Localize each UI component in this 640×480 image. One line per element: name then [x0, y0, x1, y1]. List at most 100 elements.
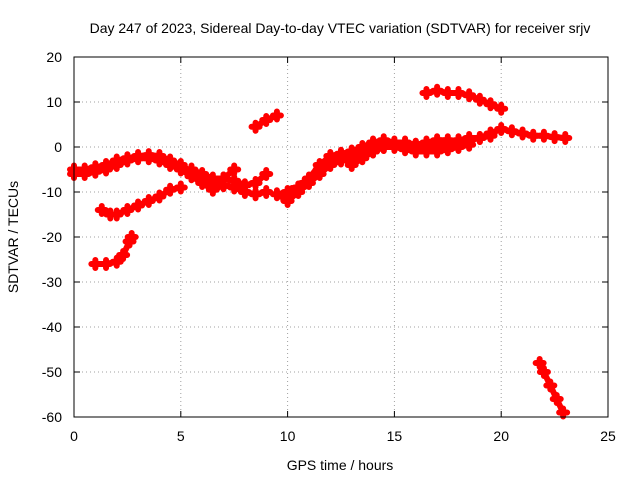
x-tick-label: 10	[280, 428, 296, 444]
data-point	[109, 254, 124, 269]
data-point	[547, 130, 562, 145]
data-point	[387, 140, 402, 154]
data-point	[419, 144, 434, 159]
data-point	[526, 128, 541, 143]
data-point	[227, 180, 242, 195]
data-point	[248, 119, 263, 134]
series-track-3	[184, 162, 242, 186]
series-track-10	[344, 137, 477, 172]
data-point	[269, 187, 284, 202]
data-point	[163, 158, 178, 172]
data-point	[408, 144, 423, 159]
data-point	[419, 86, 434, 100]
data-point	[248, 187, 263, 202]
x-tick-label: 20	[493, 428, 509, 444]
data-point	[259, 185, 274, 199]
grid	[74, 57, 608, 417]
data-point	[451, 140, 466, 154]
data-point	[120, 153, 135, 168]
series-track-4	[94, 180, 188, 222]
data-point	[152, 189, 167, 204]
data-point	[280, 185, 295, 199]
data-point	[536, 365, 551, 379]
data-point	[494, 101, 509, 116]
data-point	[216, 171, 231, 186]
data-point	[483, 97, 498, 112]
data-point	[99, 162, 114, 177]
data-point	[237, 185, 252, 199]
data-point	[152, 153, 167, 168]
data-point	[494, 122, 509, 136]
data-point	[259, 113, 274, 127]
data-point	[334, 146, 348, 161]
data-point	[173, 180, 188, 195]
data-point	[269, 108, 284, 123]
data-point	[291, 180, 306, 195]
data-point	[543, 378, 558, 393]
data-point	[77, 167, 92, 181]
data-point	[398, 142, 413, 157]
data-point	[515, 126, 530, 141]
data-point	[472, 131, 487, 145]
y-axis-title: SDTVAR / TECUs	[5, 181, 21, 293]
data-point	[131, 198, 146, 213]
data-point	[504, 124, 519, 139]
series-track-9	[269, 133, 455, 202]
data-point	[344, 144, 359, 159]
y-tick-label: -50	[42, 364, 62, 380]
data-point	[124, 230, 139, 244]
data-point	[344, 158, 359, 172]
x-tick-label: 25	[600, 428, 616, 444]
data-point	[532, 356, 547, 370]
data-point	[109, 207, 124, 222]
data-point	[116, 248, 131, 262]
data-point	[109, 158, 124, 172]
series-track-11	[419, 83, 509, 116]
data-point	[163, 182, 178, 197]
y-tick-label: 0	[54, 139, 62, 155]
data-point	[88, 257, 103, 271]
x-tick-label: 15	[387, 428, 403, 444]
data-point	[355, 140, 370, 154]
data-point	[462, 88, 477, 103]
data-point	[440, 86, 455, 100]
data-series	[67, 83, 573, 420]
chart-title: Day 247 of 2023, Sidereal Day-to-day VTE…	[90, 20, 591, 36]
data-point	[88, 164, 103, 179]
x-tick-label: 5	[177, 428, 185, 444]
y-tick-label: -20	[42, 229, 62, 245]
data-point	[94, 203, 109, 217]
data-point	[430, 144, 445, 159]
data-point	[173, 162, 188, 177]
data-point	[131, 151, 146, 166]
data-point	[312, 158, 327, 172]
data-point	[483, 128, 498, 143]
data-point	[248, 176, 263, 190]
y-tick-label: -60	[42, 409, 62, 425]
data-point	[556, 405, 571, 420]
x-tick-label: 0	[70, 428, 78, 444]
y-tick-label: -40	[42, 319, 62, 335]
data-point	[323, 149, 338, 163]
series-track-5	[88, 230, 139, 271]
data-point	[141, 151, 156, 166]
data-point	[259, 167, 274, 181]
data-point	[141, 194, 156, 208]
series-track-6	[248, 108, 284, 134]
data-point	[472, 92, 487, 107]
axis-ticks: 0 5 10 15 20 25 -60 -50 -40 -30 -20 -10 0 10 20	[42, 49, 616, 444]
x-axis-title: GPS time / hours	[287, 457, 394, 473]
data-point	[430, 83, 445, 98]
y-tick-label: -10	[42, 184, 62, 200]
data-point	[355, 151, 370, 166]
series-track-12	[532, 356, 571, 420]
y-tick-label: -30	[42, 274, 62, 290]
data-point	[558, 131, 573, 145]
y-tick-label: 20	[46, 49, 62, 65]
data-point	[366, 144, 381, 159]
data-point	[227, 162, 242, 177]
y-tick-label: 10	[46, 94, 62, 110]
data-point	[376, 140, 391, 154]
data-point	[549, 392, 564, 406]
